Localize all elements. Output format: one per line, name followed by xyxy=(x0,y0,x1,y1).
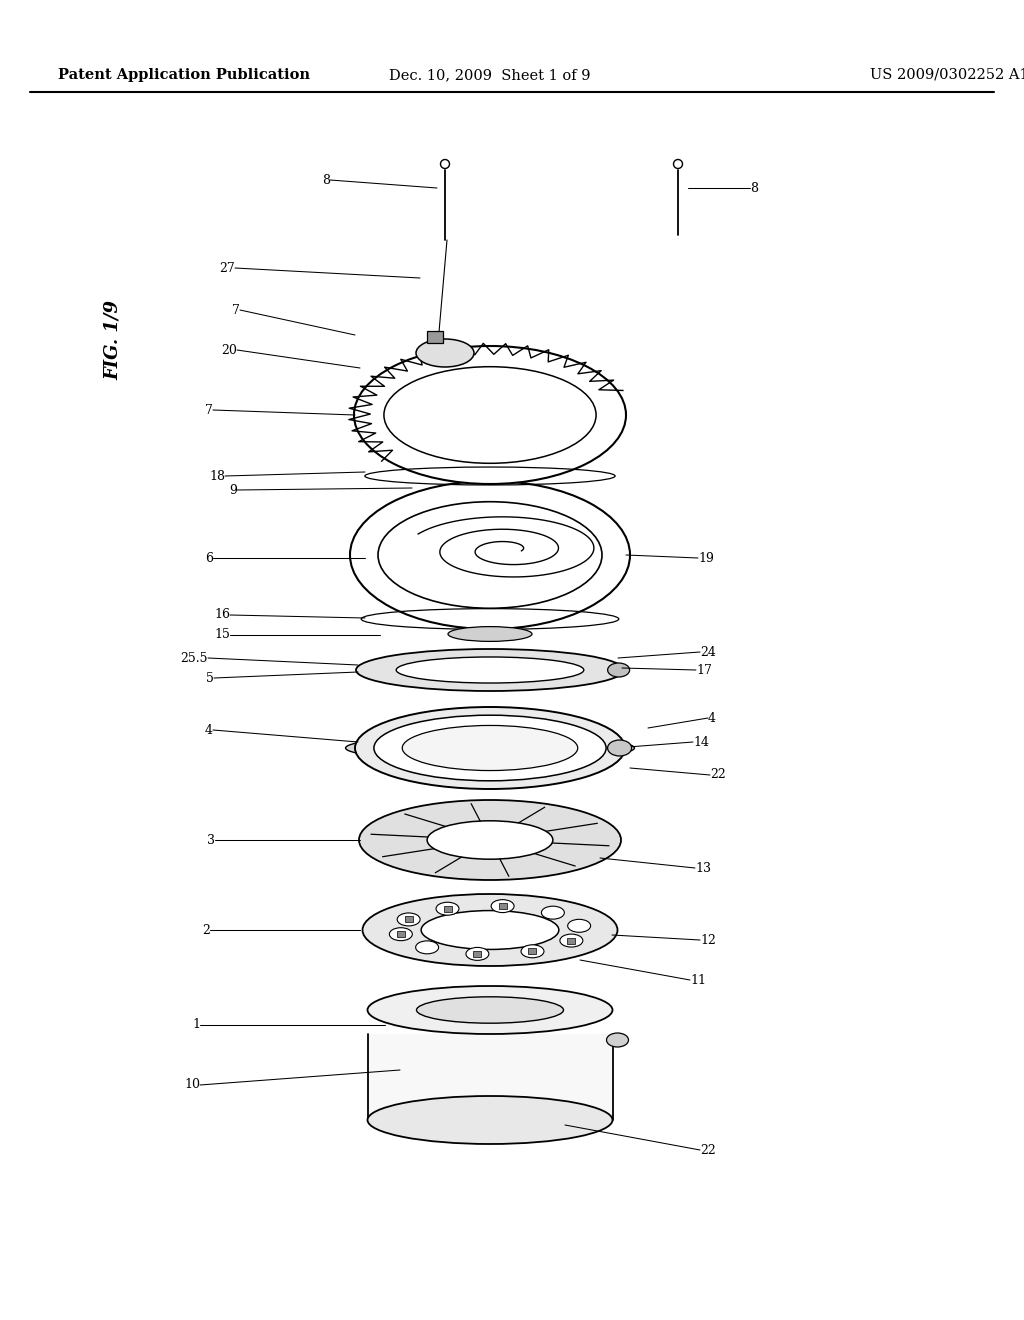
Ellipse shape xyxy=(350,480,630,630)
Ellipse shape xyxy=(402,726,578,771)
Text: 12: 12 xyxy=(700,933,716,946)
Ellipse shape xyxy=(355,708,625,789)
Text: 18: 18 xyxy=(209,470,225,483)
Text: 11: 11 xyxy=(690,974,706,986)
Text: FIG. 1/9: FIG. 1/9 xyxy=(104,300,122,380)
Text: Patent Application Publication: Patent Application Publication xyxy=(58,69,310,82)
Text: 8: 8 xyxy=(322,173,330,186)
Text: 17: 17 xyxy=(696,664,712,676)
Bar xyxy=(499,903,507,909)
Ellipse shape xyxy=(368,986,612,1034)
Ellipse shape xyxy=(449,627,532,642)
Ellipse shape xyxy=(416,941,438,954)
Ellipse shape xyxy=(359,800,621,880)
Bar xyxy=(473,950,481,957)
Bar xyxy=(427,331,443,343)
Text: 22: 22 xyxy=(700,1143,716,1156)
Bar xyxy=(397,931,404,937)
Ellipse shape xyxy=(421,911,559,949)
Ellipse shape xyxy=(374,715,606,781)
Text: 20: 20 xyxy=(221,343,237,356)
Ellipse shape xyxy=(416,339,474,367)
Text: 13: 13 xyxy=(695,862,711,874)
Text: 10: 10 xyxy=(184,1078,200,1092)
Polygon shape xyxy=(368,1034,612,1119)
Text: 3: 3 xyxy=(207,833,215,846)
Ellipse shape xyxy=(607,741,632,756)
Ellipse shape xyxy=(567,919,591,932)
Text: 15: 15 xyxy=(214,628,230,642)
Text: 19: 19 xyxy=(698,552,714,565)
Ellipse shape xyxy=(440,160,450,169)
Text: 24: 24 xyxy=(700,645,716,659)
Ellipse shape xyxy=(362,894,617,966)
Bar xyxy=(528,948,537,954)
Ellipse shape xyxy=(521,945,544,958)
Ellipse shape xyxy=(674,160,683,169)
Text: 27: 27 xyxy=(219,261,234,275)
Text: 14: 14 xyxy=(693,735,709,748)
Ellipse shape xyxy=(354,346,626,484)
Text: 1: 1 xyxy=(193,1019,200,1031)
Ellipse shape xyxy=(607,663,630,677)
Ellipse shape xyxy=(384,367,596,463)
Text: 8: 8 xyxy=(750,181,758,194)
Ellipse shape xyxy=(397,913,420,925)
Ellipse shape xyxy=(417,997,563,1023)
Ellipse shape xyxy=(492,900,514,912)
Bar xyxy=(404,916,413,923)
Text: 4: 4 xyxy=(205,723,213,737)
Text: 22: 22 xyxy=(710,768,726,781)
Text: Dec. 10, 2009  Sheet 1 of 9: Dec. 10, 2009 Sheet 1 of 9 xyxy=(389,69,591,82)
Ellipse shape xyxy=(560,935,583,946)
Text: 7: 7 xyxy=(205,404,213,417)
Ellipse shape xyxy=(542,906,564,919)
Ellipse shape xyxy=(368,1096,612,1144)
Text: 7: 7 xyxy=(232,304,240,317)
Text: 16: 16 xyxy=(214,609,230,622)
Text: 25.5: 25.5 xyxy=(180,652,208,664)
Ellipse shape xyxy=(436,903,459,915)
Text: 5: 5 xyxy=(206,672,214,685)
Ellipse shape xyxy=(345,735,635,762)
Ellipse shape xyxy=(466,948,488,961)
Ellipse shape xyxy=(427,821,553,859)
Ellipse shape xyxy=(389,928,413,941)
Ellipse shape xyxy=(378,502,602,609)
Ellipse shape xyxy=(396,657,584,682)
Text: 2: 2 xyxy=(202,924,210,936)
Ellipse shape xyxy=(606,1034,629,1047)
Ellipse shape xyxy=(356,649,624,690)
Bar xyxy=(443,906,452,912)
Text: US 2009/0302252 A1: US 2009/0302252 A1 xyxy=(870,69,1024,82)
Bar xyxy=(567,937,575,944)
Text: 9: 9 xyxy=(229,483,237,496)
Text: 4: 4 xyxy=(708,711,716,725)
Text: 6: 6 xyxy=(205,552,213,565)
